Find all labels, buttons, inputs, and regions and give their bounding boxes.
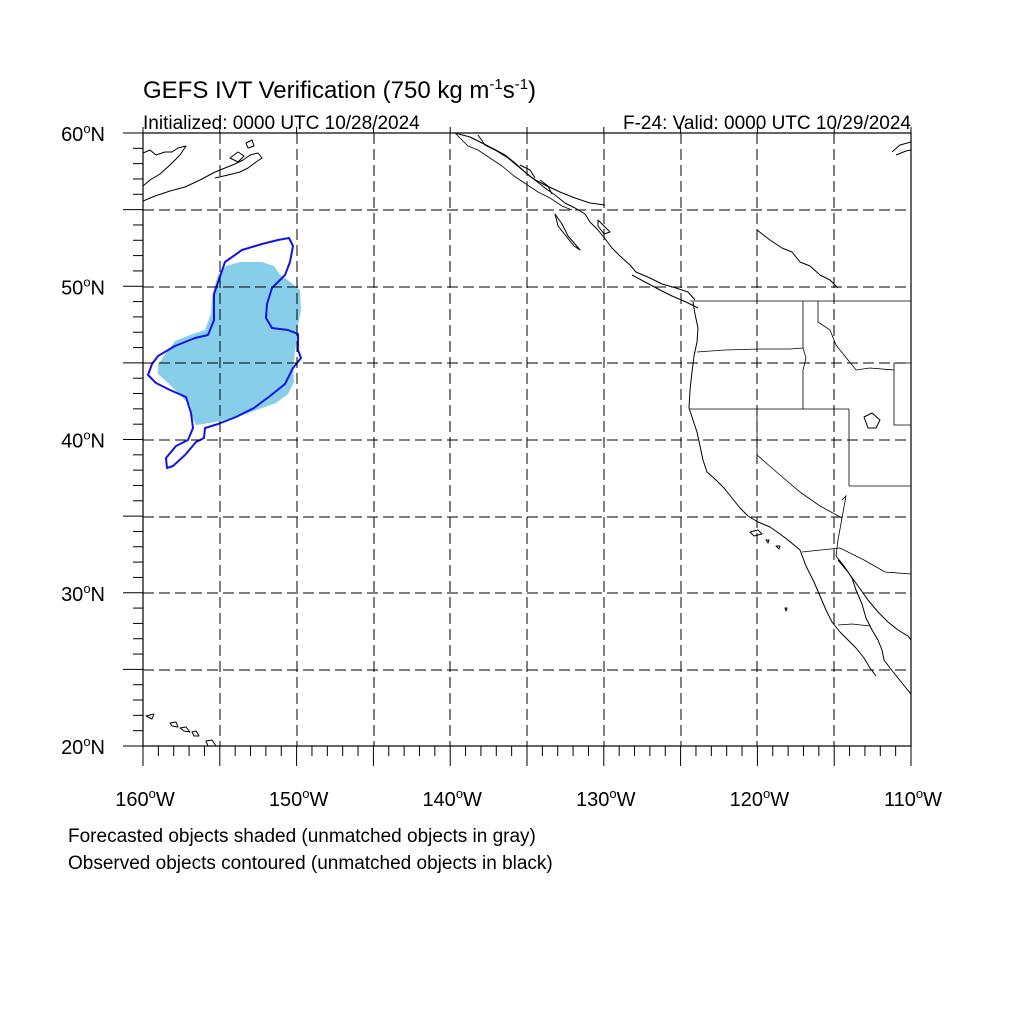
longitude-label: 120oW: [730, 786, 790, 811]
longitude-label: 110oW: [884, 786, 942, 811]
latitude-label: 20oN: [61, 734, 105, 759]
observed-object-contour: [147, 237, 302, 469]
latitude-labels: 60oN 50oN 40oN 30oN 20oN: [61, 121, 105, 759]
observed-legend-note: Observed objects contoured (unmatched ob…: [68, 853, 553, 874]
map-title: GEFS IVT Verification (750 kg m-1s-1): [143, 76, 536, 104]
longitude-label: 130oW: [576, 786, 636, 811]
longitude-labels: 160oW 150oW 140oW 130oW 120oW 110oW: [115, 786, 942, 811]
latitude-label: 60oN: [61, 121, 105, 146]
axis-ticks: [123, 127, 912, 766]
init-time-label: Initialized: 0000 UTC 10/28/2024: [143, 113, 420, 134]
latitude-label: 40oN: [61, 428, 105, 453]
latitude-label: 50oN: [61, 274, 105, 299]
political-borders: [454, 133, 911, 627]
longitude-label: 160oW: [115, 786, 175, 811]
forecast-legend-note: Forecasted objects shaded (unmatched obj…: [68, 826, 536, 847]
forecast-object-shaded: [158, 262, 301, 425]
longitude-label: 150oW: [269, 786, 329, 811]
latitude-label: 30oN: [61, 581, 105, 606]
gridlines: [143, 133, 911, 746]
map-content: [143, 133, 911, 746]
coastlines: [143, 133, 911, 746]
longitude-label: 140oW: [422, 786, 482, 811]
valid-time-label: F-24: Valid: 0000 UTC 10/29/2024: [623, 113, 911, 134]
